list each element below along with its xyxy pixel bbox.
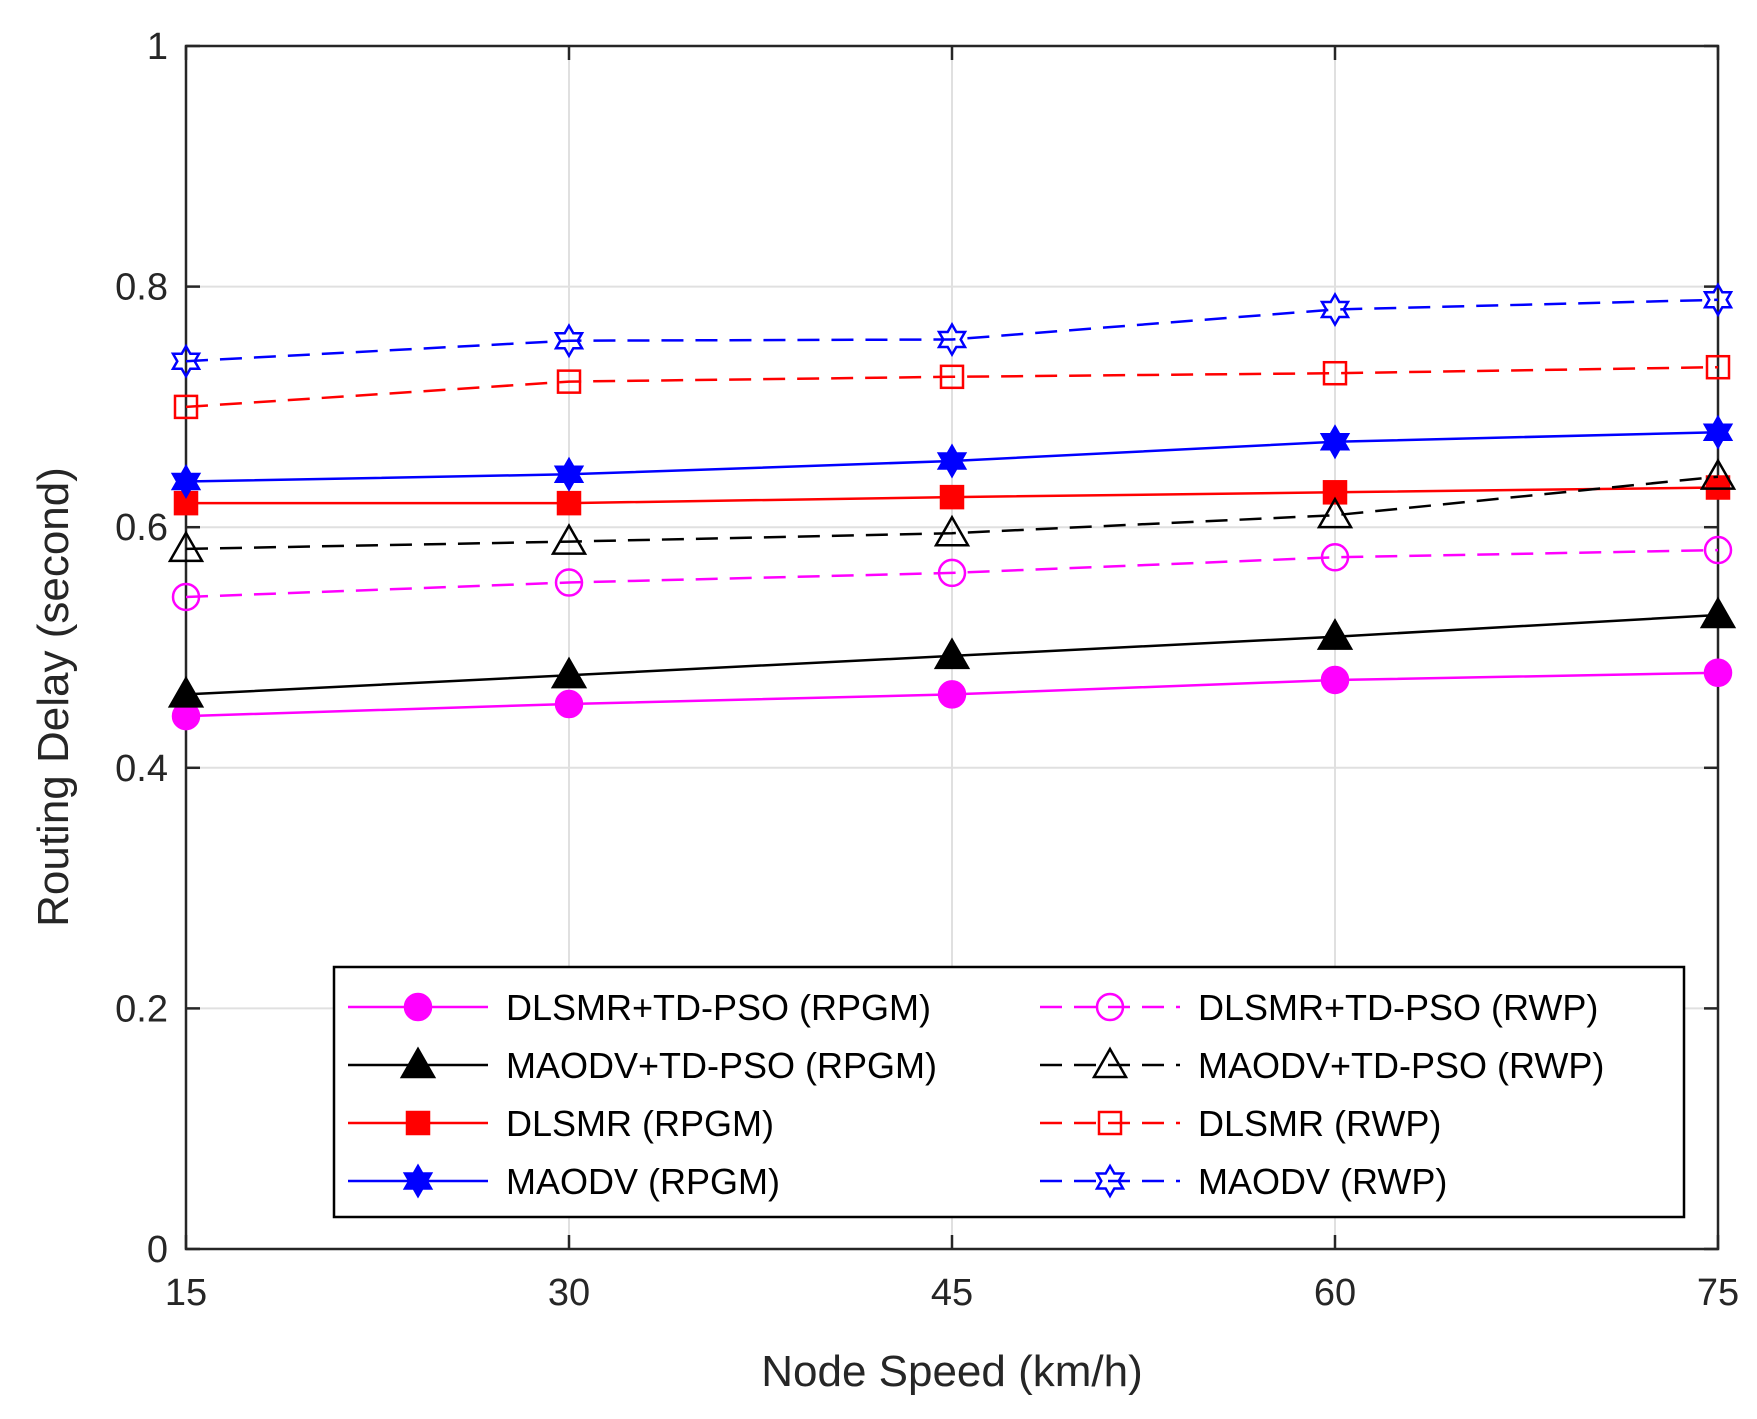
data-point <box>937 558 967 588</box>
legend-marker <box>403 992 433 1022</box>
legend-marker <box>1094 1163 1126 1199</box>
series-line <box>185 475 1719 551</box>
series-4 <box>171 535 1733 612</box>
y-tick-label: 0.4 <box>115 748 168 790</box>
x-tick-label: 60 <box>1314 1272 1356 1314</box>
data-point <box>1702 282 1734 318</box>
data-point <box>171 582 201 612</box>
legend-entry: MAODV+TD-PSO (RPGM) <box>348 1045 937 1086</box>
data-point <box>554 568 584 597</box>
y-tick-label: 1 <box>147 26 168 68</box>
legend-marker <box>1097 1110 1123 1136</box>
data-point <box>1316 496 1354 529</box>
series-3 <box>170 414 1734 500</box>
series-5 <box>167 458 1737 563</box>
x-axis-title: Node Speed (km/h) <box>761 1347 1143 1396</box>
data-point <box>553 456 585 492</box>
data-point <box>1702 414 1734 450</box>
x-tick-label: 45 <box>931 1272 973 1314</box>
data-point <box>167 530 205 563</box>
axes: 15 30 45 60 75 0 0.2 0.4 0.6 0.8 1 <box>115 26 1739 1314</box>
legend-entry: DLSMR (RPGM) <box>348 1103 774 1144</box>
data-point <box>937 680 967 709</box>
legend-marker <box>1091 1046 1129 1079</box>
data-point <box>1319 424 1351 460</box>
data-point <box>1319 291 1351 328</box>
legend-entry: MAODV+TD-PSO (RWP) <box>1040 1045 1604 1086</box>
legend-marker <box>1095 992 1125 1022</box>
data-point <box>1320 543 1350 572</box>
legend-label: DLSMR+TD-PSO (RPGM) <box>506 987 931 1028</box>
y-tick-label: 0.2 <box>115 988 168 1030</box>
data-point <box>170 343 202 379</box>
legend: DLSMR+TD-PSO (RPGM) MAODV+TD-PSO (RPGM) DL… <box>332 965 1686 1219</box>
data-point <box>556 369 582 394</box>
data-point <box>550 523 588 555</box>
y-axis-title: Routing Delay (second) <box>29 467 78 927</box>
data-point <box>936 443 968 479</box>
legend-entry: MAODV (RWP) <box>1040 1161 1447 1202</box>
series-line <box>185 365 1719 409</box>
series-7 <box>170 282 1734 379</box>
data-point <box>554 689 584 719</box>
data-point <box>1703 535 1733 565</box>
data-point <box>173 394 199 420</box>
data-point <box>553 323 585 359</box>
series-2 <box>173 475 1731 516</box>
data-point <box>1322 360 1348 386</box>
data-point <box>1316 618 1354 650</box>
legend-label: DLSMR (RPGM) <box>506 1103 774 1144</box>
legend-marker <box>399 1046 437 1079</box>
data-point <box>556 490 582 516</box>
legend-entry: DLSMR+TD-PSO (RWP) <box>1040 987 1598 1028</box>
data-point <box>1320 665 1350 695</box>
series-6 <box>173 354 1731 420</box>
legend-label: DLSMR+TD-PSO (RWP) <box>1198 987 1598 1028</box>
data-point <box>167 675 205 708</box>
data-point <box>939 484 965 510</box>
series-1 <box>167 596 1737 708</box>
data-point <box>939 364 965 390</box>
legend-marker <box>405 1110 431 1136</box>
legend-label: MAODV+TD-PSO (RPGM) <box>506 1045 937 1086</box>
x-tick-label: 15 <box>165 1272 207 1314</box>
data-point <box>1703 658 1733 688</box>
x-tick-label: 75 <box>1697 1272 1739 1314</box>
y-tick-label: 0.6 <box>115 507 168 549</box>
legend-entry: DLSMR+TD-PSO (RPGM) <box>348 987 931 1028</box>
legend-entry: DLSMR (RWP) <box>1040 1103 1441 1144</box>
legend-box <box>332 965 1686 1219</box>
legend-label: DLSMR (RWP) <box>1198 1103 1441 1144</box>
data-point <box>933 637 971 670</box>
legend-label: MAODV+TD-PSO (RWP) <box>1198 1045 1604 1086</box>
y-tick-label: 0.8 <box>115 267 168 309</box>
series-line <box>185 298 1719 363</box>
x-tick-label: 30 <box>548 1272 590 1314</box>
data-point <box>1705 354 1731 380</box>
y-tick-label: 0 <box>147 1229 168 1271</box>
legend-marker <box>402 1163 434 1199</box>
data-point <box>936 321 968 358</box>
data-point <box>1699 458 1737 490</box>
data-point <box>550 656 588 689</box>
legend-label: MAODV (RWP) <box>1198 1161 1447 1202</box>
data-point <box>933 514 971 547</box>
data-point <box>1322 480 1348 505</box>
data-point <box>170 463 202 500</box>
series-0 <box>171 658 1733 731</box>
data-point <box>1699 596 1737 629</box>
series-group <box>167 282 1737 731</box>
legend-label: MAODV (RPGM) <box>506 1161 780 1202</box>
series-line <box>185 548 1719 599</box>
legend-entry: MAODV (RPGM) <box>348 1161 780 1202</box>
